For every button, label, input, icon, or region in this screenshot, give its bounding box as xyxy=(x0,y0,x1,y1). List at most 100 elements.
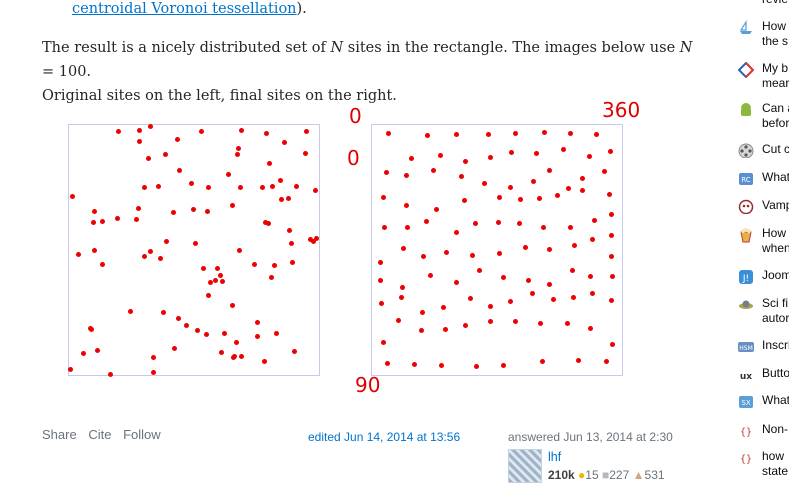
edited-link[interactable]: edited Jun 14, 2014 at 13:56 xyxy=(308,430,461,444)
answer-paragraph: The result is a nicely distributed set o… xyxy=(42,36,702,108)
sidebar-item-5[interactable]: RC What xyxy=(738,170,789,186)
answered-time: answered Jun 13, 2014 at 2:30 xyxy=(508,430,673,444)
sidebar-item-6[interactable]: Vamp xyxy=(738,198,789,214)
final-site-point xyxy=(587,273,593,279)
sidebar-item-text: Sci fi autor xyxy=(762,296,789,325)
final-site-point xyxy=(593,131,599,137)
follow-link[interactable]: Follow xyxy=(123,427,161,442)
original-site-point xyxy=(135,205,141,211)
original-site-point xyxy=(286,227,292,233)
sidebar-item-9[interactable]: Sci fi autor xyxy=(738,296,789,326)
final-site-point xyxy=(606,191,612,197)
reputation-score: 210k xyxy=(548,468,575,482)
sidebar-item-13[interactable]: {} Non- xyxy=(738,422,789,438)
final-site-point xyxy=(453,229,459,235)
original-site-point xyxy=(90,219,96,225)
android-icon xyxy=(741,103,751,116)
original-site-point xyxy=(69,193,75,199)
final-site-point xyxy=(608,211,614,217)
original-site-point xyxy=(238,353,244,359)
sidebar-item-12[interactable]: SX What xyxy=(738,393,789,409)
sidebar-item-0[interactable]: revie xyxy=(738,0,789,6)
final-site-point xyxy=(443,249,449,255)
final-site-point xyxy=(437,152,443,158)
x-min-label: 0 xyxy=(349,104,362,128)
original-site-point xyxy=(254,319,260,325)
original-site-point xyxy=(229,202,235,208)
gold-count: 15 xyxy=(585,468,599,482)
cite-link[interactable]: Cite xyxy=(88,427,112,442)
svg-text:RC: RC xyxy=(741,176,751,184)
original-site-point xyxy=(114,215,120,221)
gold-badge-icon: ● xyxy=(578,468,586,482)
sidebar-item-text: What xyxy=(762,170,789,184)
original-site-point xyxy=(273,330,279,336)
final-site-point xyxy=(591,217,597,223)
sailboat-icon xyxy=(739,20,752,34)
sidebar-item-text: My b mear xyxy=(762,61,789,90)
sidebar-item-11[interactable]: ux Butto xyxy=(738,366,789,382)
silver-badge-icon: ■ xyxy=(602,468,610,482)
final-site-point xyxy=(398,294,404,300)
final-site-point xyxy=(433,206,439,212)
final-site-point xyxy=(537,320,543,326)
original-site-point xyxy=(214,265,220,271)
hsm-icon: HSM xyxy=(738,342,754,352)
sidebar-item-3[interactable]: Can abefor xyxy=(738,101,789,131)
svg-text:SX: SX xyxy=(741,399,750,407)
original-site-point xyxy=(176,167,182,173)
original-site-point xyxy=(277,177,283,183)
final-site-point xyxy=(427,272,433,278)
sidebar-item-text: What xyxy=(762,393,789,407)
sidebar-item-8[interactable]: J! Joom xyxy=(738,268,789,284)
final-site-point xyxy=(607,148,613,154)
sidebar-item-text: Can abefor xyxy=(762,101,789,130)
final-site-point xyxy=(408,155,414,161)
final-site-point xyxy=(541,129,547,135)
user-reputation: 210k ●15 ■227 ▲531 xyxy=(548,468,665,482)
sidebar-item-10[interactable]: HSM Inscri xyxy=(738,338,789,354)
original-site-point xyxy=(268,274,274,280)
final-site-point xyxy=(495,219,501,225)
final-site-point xyxy=(500,274,506,280)
final-site-point xyxy=(500,362,506,368)
post-menu: Share Cite Follow xyxy=(42,427,169,442)
final-site-point xyxy=(442,326,448,332)
voronoi-link[interactable]: centroidal Voronoi tessellation xyxy=(72,1,297,17)
original-site-point xyxy=(234,151,240,157)
original-site-point xyxy=(271,262,277,268)
final-site-point xyxy=(496,194,502,200)
original-site-point xyxy=(147,123,153,129)
svg-text:ux: ux xyxy=(740,372,752,382)
sidebar-item-text: Inscri xyxy=(762,338,789,352)
sidebar-item-14[interactable]: {} how state xyxy=(738,449,789,479)
final-site-point xyxy=(586,153,592,159)
sidebar-item-7[interactable]: How when xyxy=(738,226,789,256)
original-site-point xyxy=(174,136,180,142)
final-site-point xyxy=(461,197,467,203)
original-site-point xyxy=(262,219,268,225)
original-site-point xyxy=(127,308,133,314)
final-site-point xyxy=(467,295,473,301)
original-site-point xyxy=(204,208,210,214)
voronoi-link-line: centroidal Voronoi tessellation). xyxy=(72,0,307,21)
original-site-point xyxy=(235,145,241,151)
share-link[interactable]: Share xyxy=(42,427,77,442)
final-site-point xyxy=(546,246,552,252)
final-site-point xyxy=(517,196,523,202)
original-site-point xyxy=(190,206,196,212)
original-site-point xyxy=(281,139,287,145)
original-site-point xyxy=(303,128,309,134)
final-site-point xyxy=(567,224,573,230)
final-site-point xyxy=(569,267,575,273)
original-site-point xyxy=(233,339,239,345)
user-name[interactable]: lhf xyxy=(548,450,562,464)
avatar[interactable] xyxy=(508,449,542,483)
sidebar-item-4[interactable]: Cut c xyxy=(738,142,789,158)
sidebar-item-2[interactable]: My b mear xyxy=(738,61,789,91)
final-site-point xyxy=(565,185,571,191)
original-site-point xyxy=(207,279,213,285)
sidebar-item-1[interactable]: How the s xyxy=(738,19,789,49)
original-site-point xyxy=(150,354,156,360)
final-site-point xyxy=(608,297,614,303)
